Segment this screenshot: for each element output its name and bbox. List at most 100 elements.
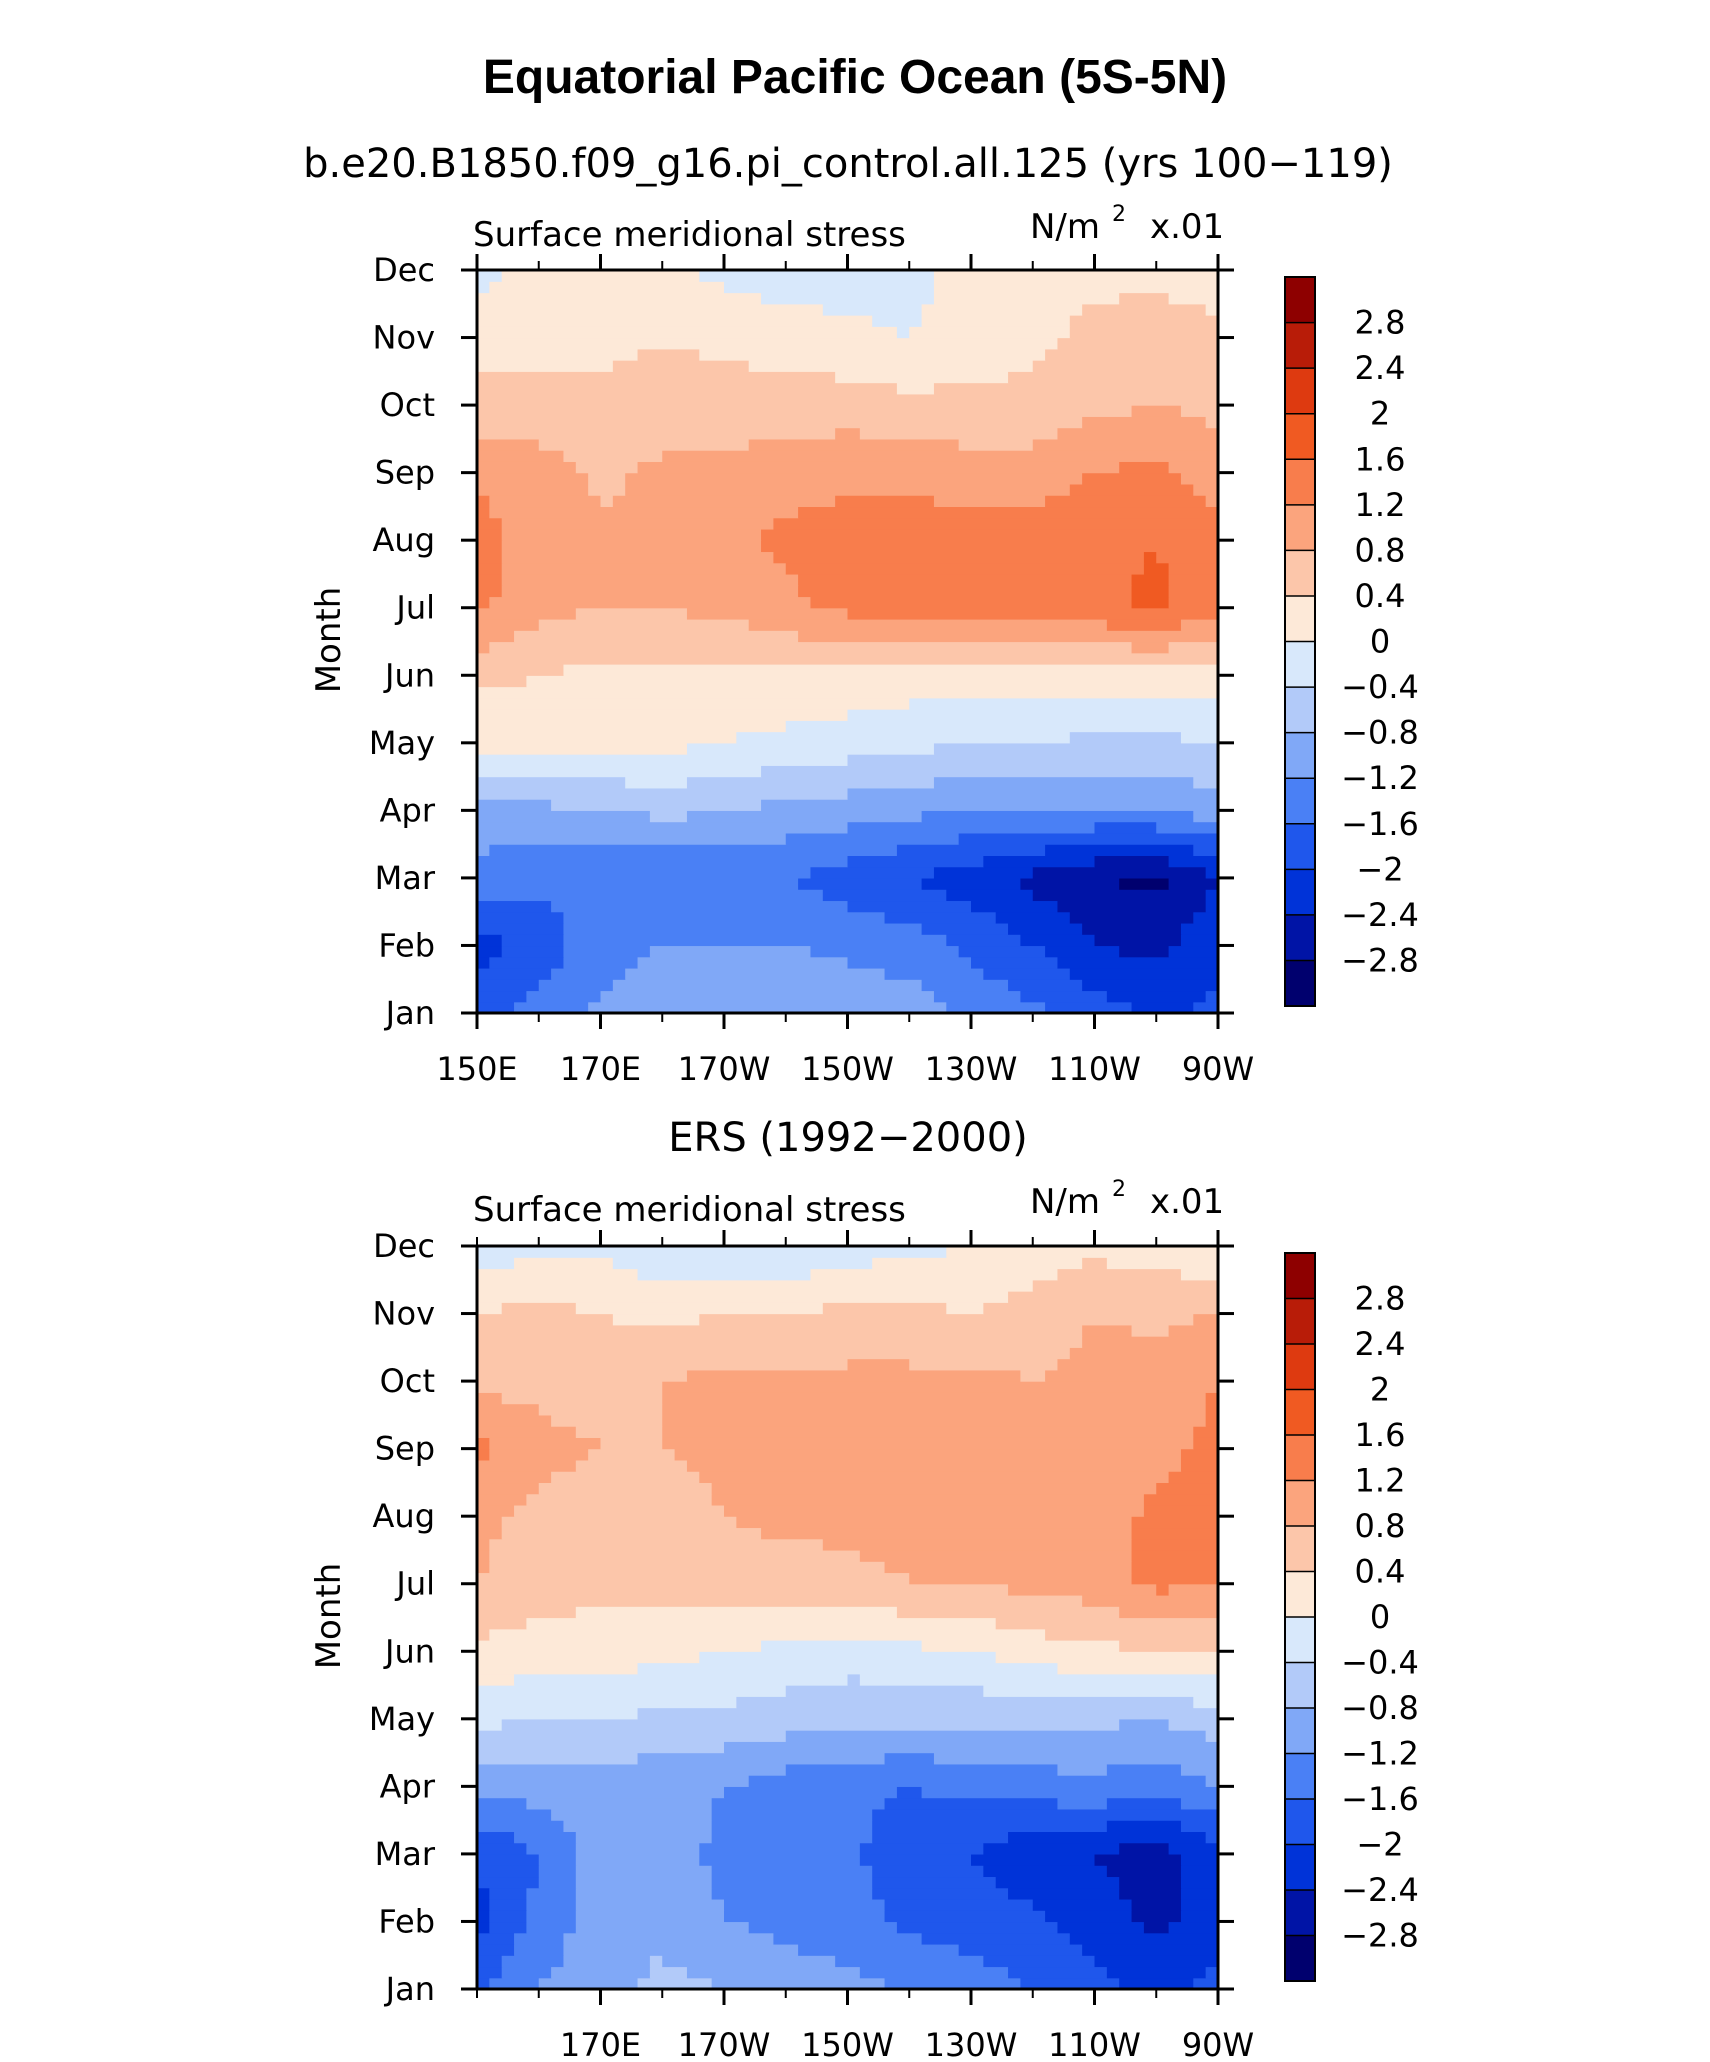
panel-obs-field-cell — [477, 1538, 490, 1551]
panel-obs-field-cell — [1131, 1898, 1182, 1911]
panel-model-xtick-label: 110W — [1048, 1050, 1141, 1088]
panel-obs-field-cell — [872, 1257, 1083, 1270]
panel-model-field-cell — [896, 382, 935, 395]
panel-model-field-cell — [477, 596, 490, 609]
panel-model-field-cell — [649, 945, 812, 958]
panel-model-field-cell — [477, 348, 639, 361]
panel-obs-field-cell — [477, 1797, 527, 1810]
panel-model-field-cell — [1069, 483, 1194, 496]
panel-obs-field-cell — [477, 1504, 515, 1517]
panel-obs-field-cell — [699, 1842, 861, 1855]
panel-model-field-cell — [489, 844, 898, 856]
panel-obs-field-cell — [551, 1471, 700, 1484]
panel-model-field-cell — [477, 315, 873, 327]
panel-obs-field-cell — [884, 1752, 935, 1765]
panel-obs-colorbar-label: 1.2 — [1355, 1462, 1406, 1500]
panel-obs-field-cell — [477, 1426, 577, 1438]
panel-obs-field-cell — [489, 1921, 527, 1934]
panel-obs-field-cell — [1180, 1820, 1219, 1832]
panel-obs-field-cell — [489, 1437, 602, 1450]
panel-model-field-cell — [1131, 641, 1170, 654]
panel-model-field-cell — [1094, 934, 1182, 947]
panel-model-field-cell — [884, 911, 997, 924]
panel-model-field-cell — [477, 405, 1133, 417]
panel-obs-colorbar-swatch — [1285, 1708, 1315, 1754]
panel-model-field-cell — [612, 495, 836, 508]
panel-obs-field-cell — [736, 1516, 1133, 1529]
panel-model-field-cell — [1205, 990, 1219, 1003]
panel-model-field-cell — [526, 675, 1219, 688]
panel-obs-field-cell — [477, 1369, 688, 1382]
panel-model-field-cell — [884, 967, 984, 980]
panel-model-colorbar-label: −0.8 — [1341, 714, 1419, 752]
panel-obs-ytick-label: May — [369, 1700, 435, 1738]
panel-obs-field-cell — [477, 1853, 540, 1866]
panel-obs-colorbar-label: −1.2 — [1341, 1735, 1419, 1773]
panel-model-field-cell — [1057, 427, 1219, 440]
panel-obs-field-cell — [662, 1426, 1194, 1438]
panel-model-colorbar-swatch — [1285, 732, 1315, 779]
panel-model-field-cell — [971, 900, 1059, 913]
panel-model-field-cell — [1168, 855, 1219, 868]
panel-obs-field-cell — [477, 1865, 540, 1878]
panel-obs-field-cell — [662, 1414, 1207, 1427]
panel-obs-field-cell — [526, 1887, 577, 1900]
panel-obs-field-cell — [1168, 1921, 1219, 1934]
panel-obs-field-cell — [575, 1853, 700, 1866]
panel-obs-field-cell — [477, 1527, 503, 1540]
panel-obs-field-cell — [637, 1752, 886, 1765]
panel-model-field-cell — [477, 889, 824, 902]
panel-obs-field-cell — [575, 1876, 713, 1889]
panel-obs-field-cell — [563, 1932, 774, 1945]
panel-model-field-cell — [1045, 348, 1219, 361]
panel-obs-field-cell — [477, 1583, 1009, 1596]
panel-model-field-cell — [477, 877, 799, 890]
panel-model-colorbar-swatch — [1285, 504, 1315, 551]
panel-obs-field-cell — [575, 1921, 750, 1934]
panel-model-field-cell — [835, 427, 861, 440]
panel-model-ytick-label: Jan — [384, 994, 435, 1032]
panel-obs-field-cell — [575, 1865, 713, 1878]
panel-model-field-cell — [600, 495, 614, 508]
panel-obs-field-cell — [724, 1786, 898, 1799]
panel-model-field-cell — [699, 270, 935, 282]
panel-obs-field-cell — [477, 1921, 490, 1934]
panel-model-colorbar-swatch — [1285, 413, 1315, 460]
panel-obs-field-cell — [477, 1572, 910, 1585]
panel-obs-field-cell — [1131, 1572, 1219, 1585]
panel-model-field-cell — [625, 776, 688, 789]
panel-obs-field-cell — [489, 1887, 527, 1900]
panel-model-field-cell — [1143, 551, 1157, 564]
panel-obs-field-cell — [1180, 1459, 1219, 1472]
panel-model-field-cell — [699, 348, 1046, 361]
panel-model-field-cell — [563, 934, 947, 947]
panel-model-field-cell — [785, 720, 1219, 733]
panel-obs-field-cell — [711, 1797, 886, 1810]
panel-obs-field-cell — [711, 1865, 873, 1878]
panel-model-field-cell — [501, 573, 799, 586]
panel-obs-field-cell — [1143, 1921, 1170, 1934]
panel-model-field-cell — [1045, 945, 1120, 958]
panel-obs-field-cell — [1008, 1291, 1219, 1303]
panel-model-field-cell — [1205, 900, 1219, 913]
panel-obs-colorbar-swatch — [1285, 1435, 1315, 1481]
panel-obs-field-cell — [1119, 1887, 1182, 1900]
panel-obs-field-cell — [1119, 1977, 1194, 1990]
panel-obs-xtick-label: 90W — [1182, 2026, 1254, 2062]
panel-obs-field-cell — [1032, 1279, 1219, 1292]
panel-obs-field-cell — [575, 1459, 688, 1472]
panel-obs-field-cell — [489, 1898, 527, 1911]
panel-model-field-cell — [872, 315, 923, 327]
panel-obs-field-cell — [1131, 1527, 1219, 1540]
panel-obs-field-cell — [1069, 1347, 1219, 1360]
panel-obs-field-cell — [575, 1842, 700, 1855]
panel-obs-field-cell — [1156, 1583, 1170, 1596]
panel-obs-field-cell — [514, 1673, 849, 1686]
panel-model-field-cell — [1205, 889, 1219, 902]
panel-model-field-cell — [686, 810, 923, 823]
panel-obs-field-cell — [1180, 1853, 1219, 1866]
panel-model-field-cell — [477, 483, 589, 496]
panel-model-field-cell — [625, 472, 1083, 485]
panel-model-field-cell — [1069, 731, 1182, 744]
panel-model-field-cell — [477, 709, 849, 721]
